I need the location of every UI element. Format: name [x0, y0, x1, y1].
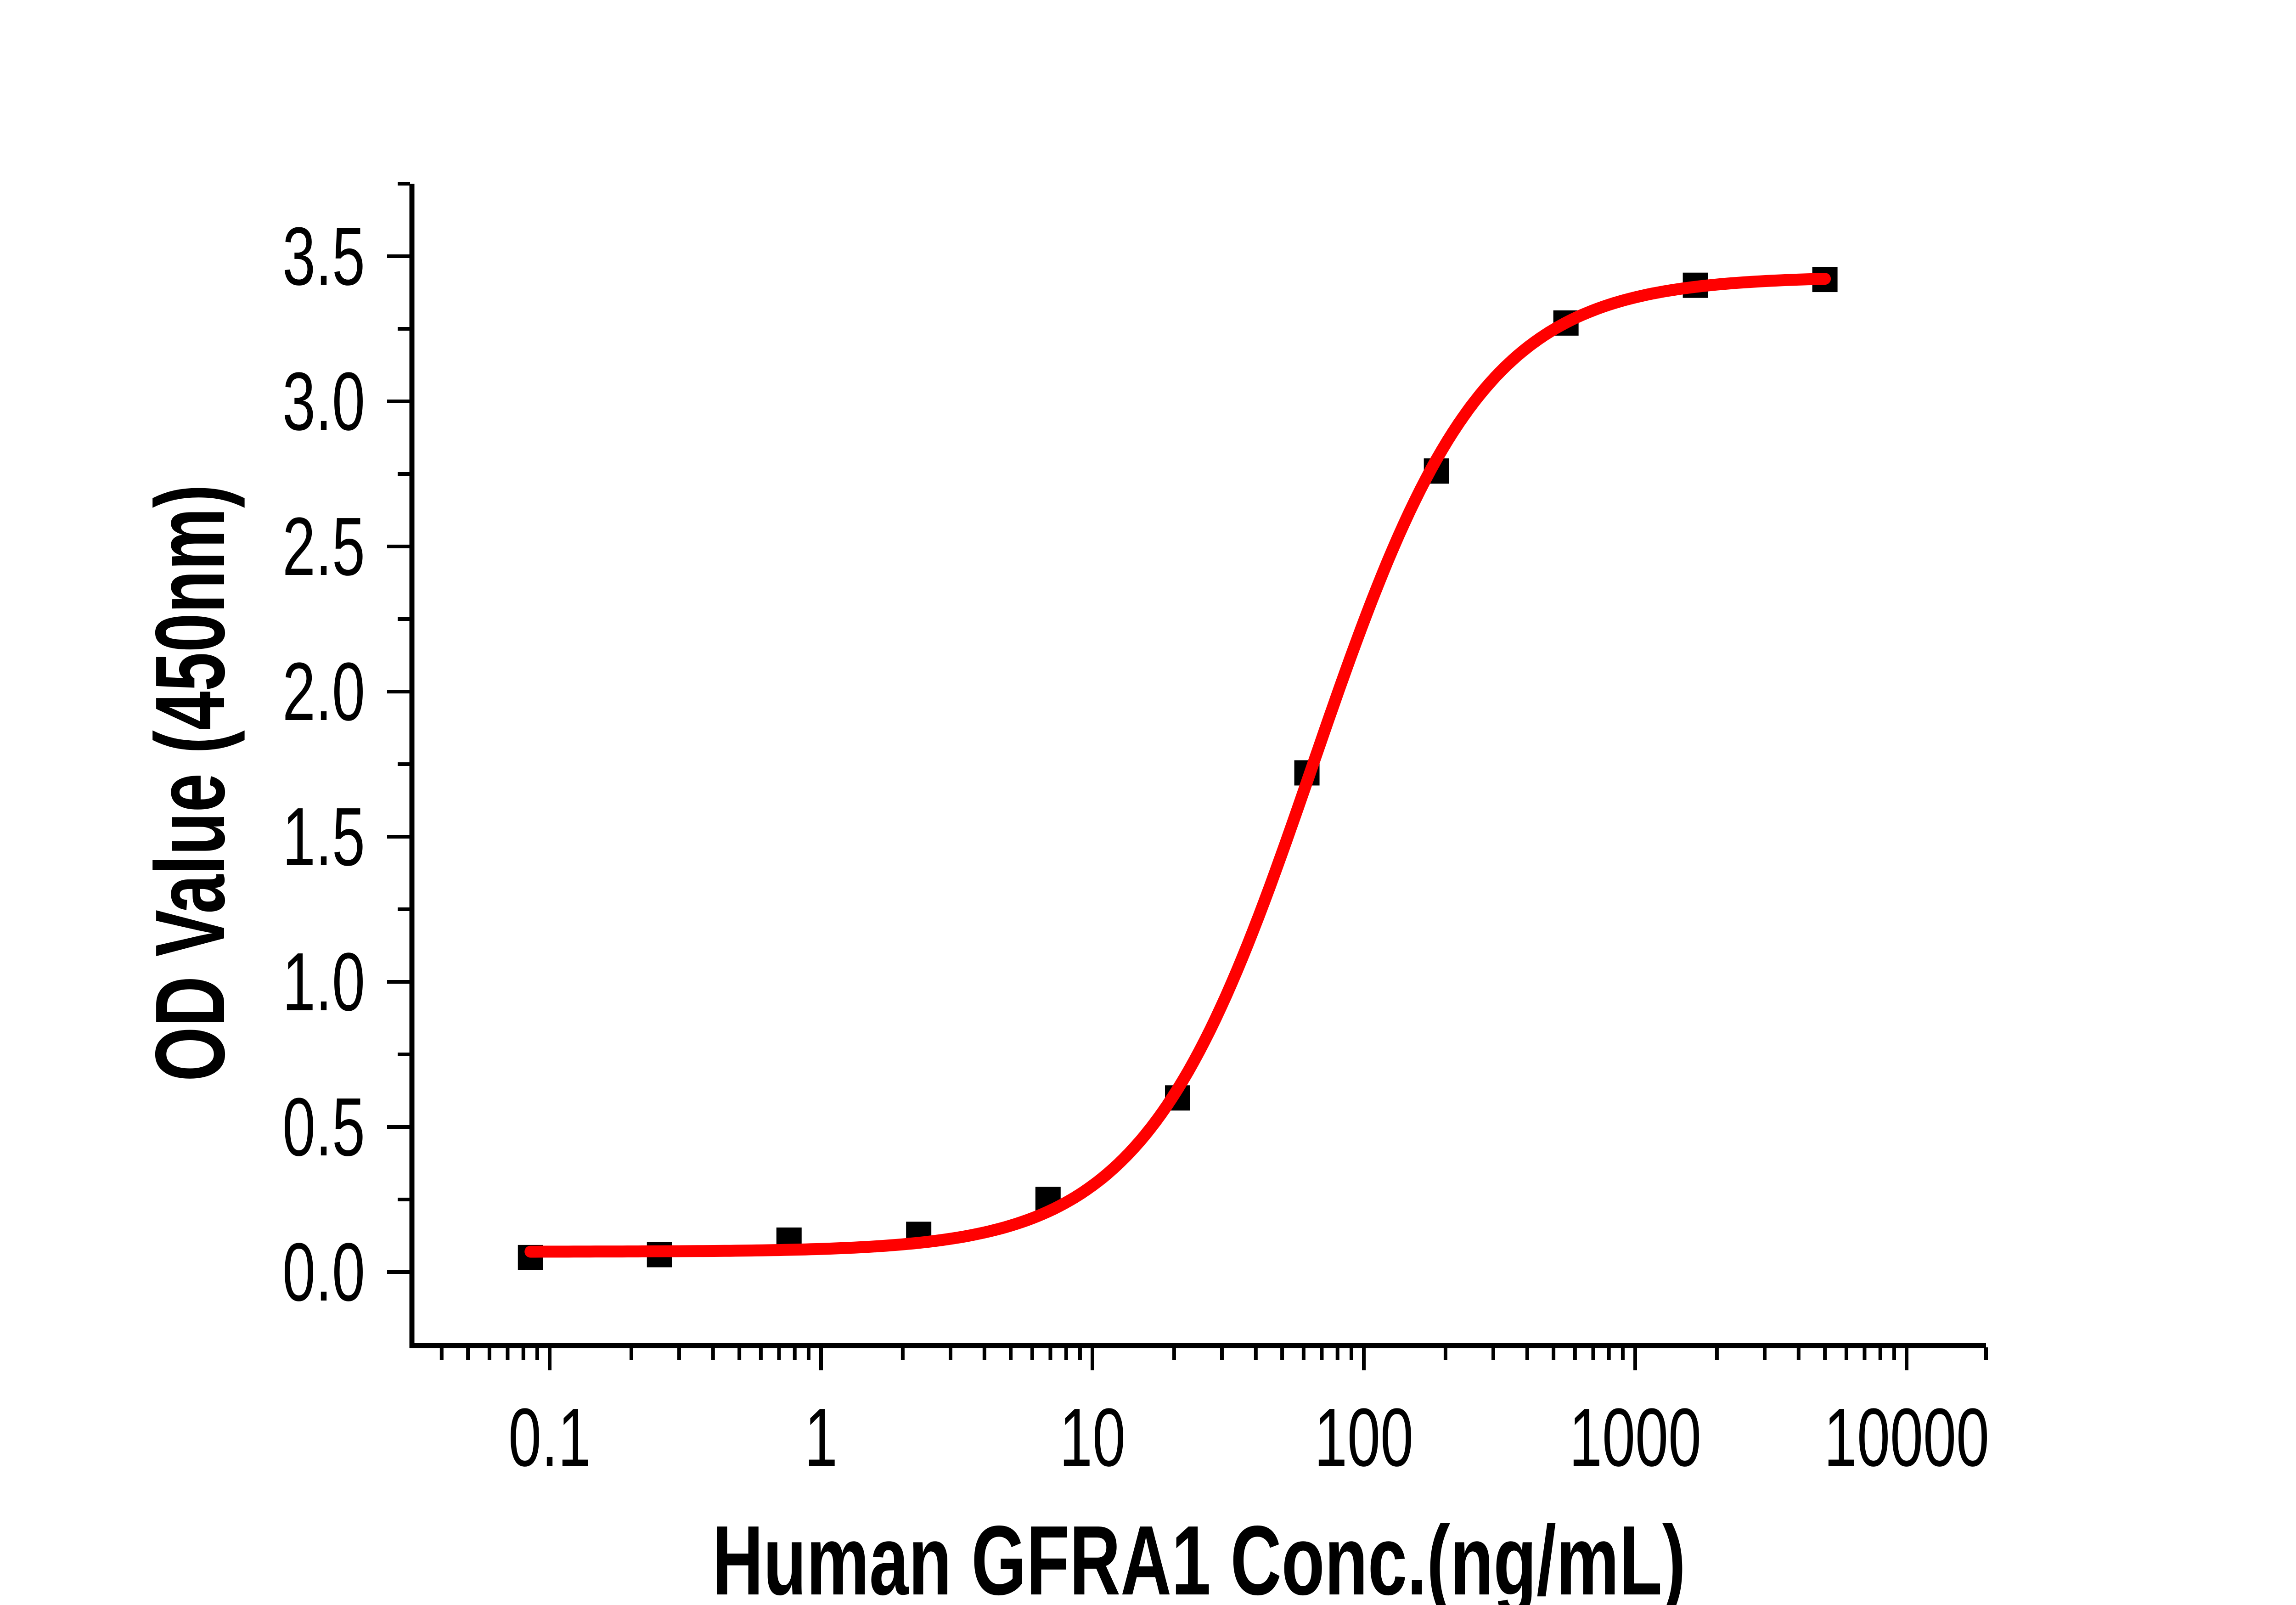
y-tick-label: 2.0 [282, 646, 365, 738]
x-tick-label: 10 [1059, 1391, 1125, 1484]
y-tick-label: 3.0 [282, 355, 365, 448]
x-tick-label: 1 [805, 1391, 838, 1484]
y-tick-label: 0.0 [282, 1226, 365, 1318]
x-tick-label: 0.1 [508, 1391, 591, 1484]
plot-area: 0.1 1 10 100 1000 10000 0.0 0.5 1.0 1.5 2.0 2.5 3.0 3… [282, 182, 1989, 1484]
x-tick-label: 100 [1314, 1391, 1413, 1484]
y-tick-label: 3.5 [282, 210, 365, 303]
y-tick-label: 1.0 [282, 936, 365, 1028]
x-tick-label: 1000 [1569, 1391, 1701, 1484]
fit-curve-line [524, 273, 1831, 1258]
y-tick-label: 1.5 [282, 791, 365, 883]
x-tick-label: 10000 [1824, 1391, 1989, 1484]
y-tick-label: 0.5 [282, 1081, 365, 1173]
y-axis-title: OD Value (450nm) [135, 484, 245, 1081]
x-axis-title: Human GFRA1 Conc.(ng/mL) [712, 1505, 1686, 1605]
y-tick-label: 2.5 [282, 501, 365, 593]
